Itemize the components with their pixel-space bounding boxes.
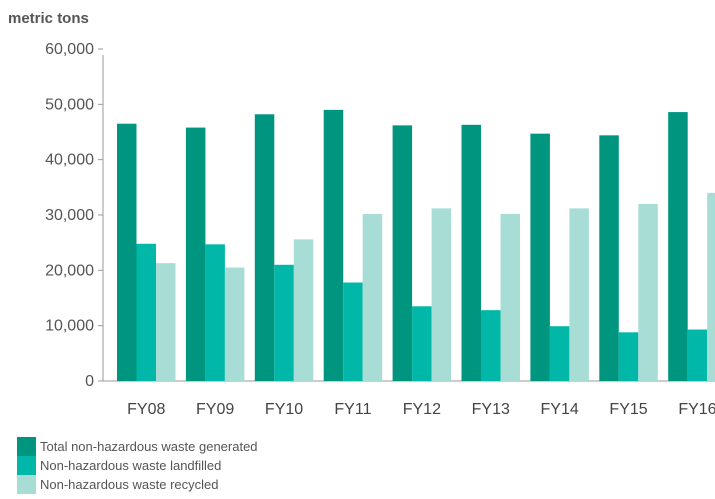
bar-fy14-series-1: [530, 133, 550, 381]
bar-fy11-series-1: [323, 109, 344, 381]
legend-swatch: [17, 437, 36, 456]
x-category-label: FY13: [472, 401, 510, 418]
bar-fy12-series-3: [431, 208, 452, 381]
bar-fy12-series-1: [392, 125, 413, 381]
bar-fy08-series-2: [136, 243, 156, 381]
x-category-label: FY09: [196, 401, 234, 418]
y-tick-label: 50,000: [45, 96, 94, 113]
legend-label: Non-hazardous waste landfilled: [40, 458, 221, 473]
y-tick-label: 30,000: [45, 207, 94, 224]
bar-fy10-series-2: [274, 264, 294, 381]
y-axis-unit-label: metric tons: [8, 10, 89, 27]
x-category-label: FY16: [678, 401, 715, 418]
y-axis-ticks: 0 10,000 20,000 30,000 40,000 50,000 60,000: [45, 41, 103, 390]
bar-fy14-series-2: [549, 326, 570, 381]
legend-label: Non-hazardous waste recycled: [40, 477, 218, 492]
x-axis-category-labels: FY08 FY09 FY10 FY11 FY12 FY13 FY14 FY15 FY16: [127, 401, 715, 418]
y-tick-label: 10,000: [45, 318, 94, 335]
bar-fy11-series-3: [362, 213, 383, 381]
bar-fy09-series-2: [205, 244, 225, 381]
y-tick-label: 60,000: [45, 41, 94, 58]
bar-fy12-series-2: [412, 306, 432, 381]
bar-fy15-series-2: [618, 332, 639, 381]
x-category-label: FY14: [541, 401, 579, 418]
bar-fy13-series-3: [500, 213, 520, 381]
bar-fy16-series-3: [707, 192, 715, 381]
legend-swatch: [17, 456, 36, 475]
legend-label: Total non-hazardous waste generated: [40, 439, 258, 454]
bar-fy16-series-1: [668, 112, 688, 381]
y-tick-label: 40,000: [45, 152, 94, 169]
x-category-label: FY12: [403, 401, 441, 418]
bar-fy10-series-1: [254, 114, 275, 381]
bar-fy08-series-1: [117, 123, 137, 381]
bars: [117, 109, 715, 381]
bar-fy13-series-2: [481, 310, 501, 381]
x-category-label: FY11: [334, 401, 371, 418]
bar-fy08-series-3: [156, 263, 176, 381]
bar-fy09-series-3: [224, 267, 245, 381]
legend-swatch: [17, 475, 36, 494]
y-tick-label: 0: [85, 373, 94, 390]
bar-fy11-series-2: [343, 282, 363, 381]
legend: Total non-hazardous waste generated Non-h…: [17, 437, 258, 494]
x-category-label: FY08: [127, 401, 165, 418]
bar-fy09-series-1: [185, 127, 206, 381]
bar-fy15-series-1: [599, 135, 619, 381]
bar-fy14-series-3: [569, 208, 589, 381]
y-tick-label: 20,000: [45, 262, 94, 279]
bar-fy13-series-1: [461, 124, 481, 381]
x-category-label: FY15: [609, 401, 647, 418]
bar-fy15-series-3: [638, 203, 658, 381]
bar-fy10-series-3: [293, 239, 314, 381]
x-category-label: FY10: [265, 401, 303, 418]
bar-fy16-series-2: [687, 329, 708, 381]
